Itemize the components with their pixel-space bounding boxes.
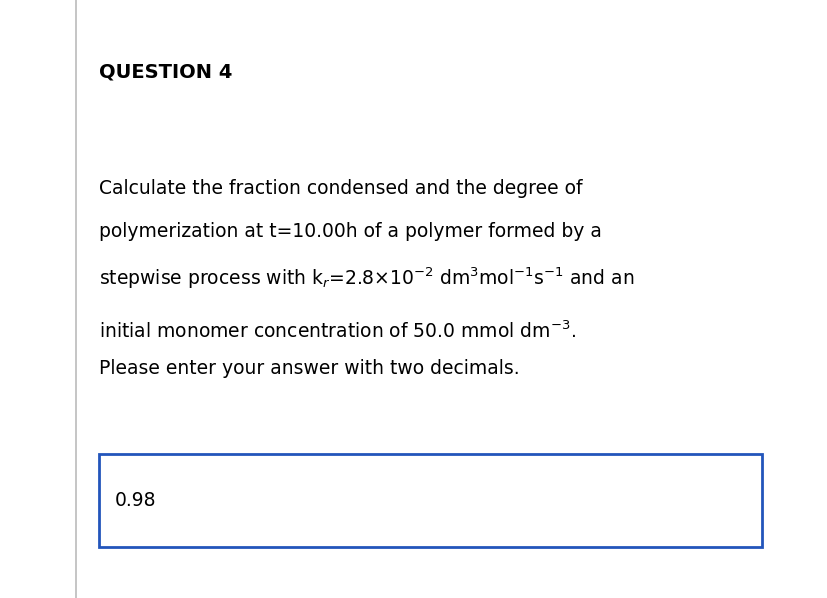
Text: Calculate the fraction condensed and the degree of: Calculate the fraction condensed and the… [99,179,582,199]
Text: stepwise process with k$_r$=2.8×10$^{-2}$ dm$^3$mol$^{-1}$s$^{-1}$ and an: stepwise process with k$_r$=2.8×10$^{-2}… [99,266,633,291]
Text: QUESTION 4: QUESTION 4 [99,63,232,82]
FancyBboxPatch shape [99,454,761,547]
Text: polymerization at t=10.00h of a polymer formed by a: polymerization at t=10.00h of a polymer … [99,222,601,242]
Text: Please enter your answer with two decimals.: Please enter your answer with two decima… [99,359,519,378]
Text: 0.98: 0.98 [114,492,155,510]
Text: initial monomer concentration of 50.0 mmol dm$^{-3}$.: initial monomer concentration of 50.0 mm… [99,321,576,342]
